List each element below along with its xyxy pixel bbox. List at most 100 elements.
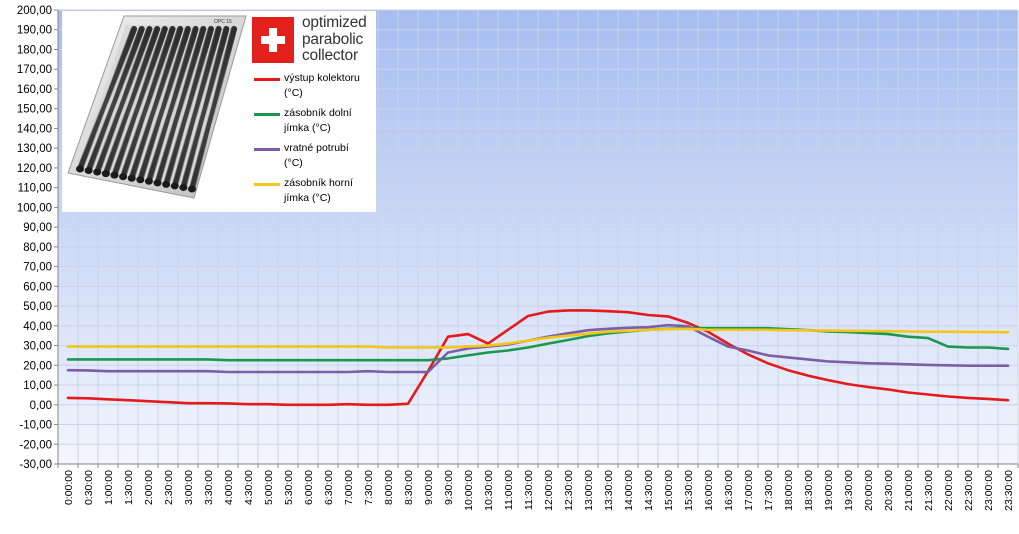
y-tick-label: 120,00 <box>17 163 52 175</box>
y-tick-label: -20,00 <box>19 439 52 451</box>
collector-tube-end <box>119 173 128 181</box>
brand-logo: optimized parabolic collector <box>252 14 376 71</box>
x-tick-label: 23:00:00 <box>983 470 995 511</box>
product-label: OPC 15 <box>214 19 232 25</box>
collector-tube-end <box>76 165 84 173</box>
x-axis-tick-labels: 0:00:00 0:30:00 1:00:00 1:30:00 2:00:00 2:30:… <box>63 470 1015 511</box>
y-tick-label: 160,00 <box>17 84 52 96</box>
x-tick-label: 9:30:00 <box>443 470 455 505</box>
x-tick-label: 2:00:00 <box>143 470 155 505</box>
y-tick-label: 60,00 <box>23 281 52 293</box>
x-tick-label: 16:30:00 <box>723 470 735 511</box>
x-tick-label: 15:30:00 <box>683 470 695 511</box>
y-tick-label: 30,00 <box>23 341 52 353</box>
collector-tube-core <box>129 26 183 181</box>
x-tick-label: 18:00:00 <box>783 470 795 511</box>
collector-tube-core <box>155 26 206 186</box>
x-tick-label: 5:00:00 <box>263 470 275 505</box>
collector-tube-end <box>153 179 162 187</box>
legend-swatch-purple <box>254 148 280 151</box>
legend-box: OPC 15 optimized parabolic collector výs… <box>62 11 376 212</box>
collector-tube-end <box>127 174 136 182</box>
x-tick-label: 9:00:00 <box>423 470 435 505</box>
y-axis-tick-labels: -30,00 -20,00 -10,00 0,00 10,00 20,00 30,00 40,… <box>17 5 52 471</box>
x-tick-label: 1:30:00 <box>123 470 135 505</box>
x-tick-label: 21:30:00 <box>923 470 935 511</box>
x-tick-label: 4:00:00 <box>223 470 235 505</box>
x-tick-label: 15:00:00 <box>663 470 675 511</box>
collector-tube-end <box>170 182 179 190</box>
x-tick-label: 10:00:00 <box>463 470 475 511</box>
x-tick-label: 12:00:00 <box>543 470 555 511</box>
legend-label-cont: jímka (°C) <box>284 192 331 204</box>
collector-tube-end <box>93 168 102 176</box>
legend-label: zásobník horní <box>284 177 353 189</box>
legend-label: vratné potrubí <box>284 142 349 154</box>
gridlines <box>57 9 1019 465</box>
collector-tube-core <box>146 26 198 184</box>
collector-tube-end <box>136 176 145 184</box>
collector-tube-end <box>101 170 110 178</box>
x-tick-label: 3:00:00 <box>183 470 195 505</box>
y-tick-label: 50,00 <box>23 301 52 313</box>
x-tick-label: 22:30:00 <box>963 470 975 511</box>
collector-tube-core <box>77 26 137 172</box>
legend-label: zásobník dolní <box>284 107 352 119</box>
x-tick-label: 11:30:00 <box>523 470 535 510</box>
collector-tube-core <box>103 26 160 176</box>
y-tick-label: 80,00 <box>23 242 52 254</box>
collector-tube-end <box>144 177 153 185</box>
y-tick-label: 70,00 <box>23 262 52 274</box>
y-tick-label: 10,00 <box>23 380 52 392</box>
y-tick-label: 90,00 <box>23 222 52 234</box>
x-tick-label: 23:30:00 <box>1003 470 1015 511</box>
x-tick-label: 8:00:00 <box>383 470 395 505</box>
collector-tube-core <box>163 26 214 187</box>
collector-tube-end <box>188 185 196 193</box>
legend-swatch-yellow <box>254 183 280 186</box>
series-lines <box>66 309 1010 407</box>
x-tick-label: 11:00:00 <box>503 470 515 510</box>
y-tick-label: 100,00 <box>17 202 52 214</box>
axes <box>54 9 1019 468</box>
y-tick-label: 190,00 <box>17 25 52 37</box>
y-tick-label: 110,00 <box>18 183 52 195</box>
y-tick-label: 170,00 <box>17 64 52 76</box>
x-tick-label: 14:30:00 <box>643 470 655 511</box>
x-tick-label: 18:30:00 <box>803 470 815 511</box>
collector-tube-core <box>172 26 221 189</box>
x-tick-label: 0:30:00 <box>83 470 95 505</box>
x-tick-label: 19:30:00 <box>843 470 855 511</box>
y-tick-label: -30,00 <box>19 459 52 471</box>
x-tick-label: 10:30:00 <box>483 470 495 511</box>
legend-label: výstup kolektoru <box>284 72 360 84</box>
y-tick-label: 150,00 <box>17 104 52 116</box>
collector-tube-core <box>86 26 144 173</box>
x-tick-label: 6:30:00 <box>323 470 335 505</box>
x-tick-label: 16:00:00 <box>703 470 715 511</box>
x-tick-label: 17:00:00 <box>743 470 755 511</box>
x-tick-label: 21:00:00 <box>903 470 915 511</box>
x-tick-label: 17:30:00 <box>763 470 775 511</box>
x-tick-label: 5:30:00 <box>283 470 295 505</box>
collector-tube-end <box>162 180 171 188</box>
solar-collector-product-image: OPC 15 <box>67 15 247 199</box>
collector-tube-end <box>84 167 93 175</box>
brand-line-3: collector <box>302 47 358 64</box>
y-tick-label: 0,00 <box>30 400 52 412</box>
y-tick-label: -10,00 <box>19 420 52 432</box>
legend-label-cont: (°C) <box>284 87 303 99</box>
x-tick-label: 6:00:00 <box>303 470 315 505</box>
series-line-3 <box>66 327 1010 349</box>
y-tick-label: 200,00 <box>17 5 52 17</box>
legend-label-cont: (°C) <box>284 157 303 169</box>
legend-swatch-red <box>254 78 280 81</box>
x-tick-label: 2:30:00 <box>163 470 175 505</box>
x-tick-label: 8:30:00 <box>403 470 415 505</box>
swiss-cross-icon <box>252 17 294 63</box>
brand-line-2: parabolic <box>302 30 364 48</box>
x-tick-label: 20:00:00 <box>863 470 875 511</box>
x-tick-label: 4:30:00 <box>243 470 255 505</box>
collector-tube-core <box>181 26 229 190</box>
legend-label-cont: jímka (°C) <box>284 122 331 134</box>
